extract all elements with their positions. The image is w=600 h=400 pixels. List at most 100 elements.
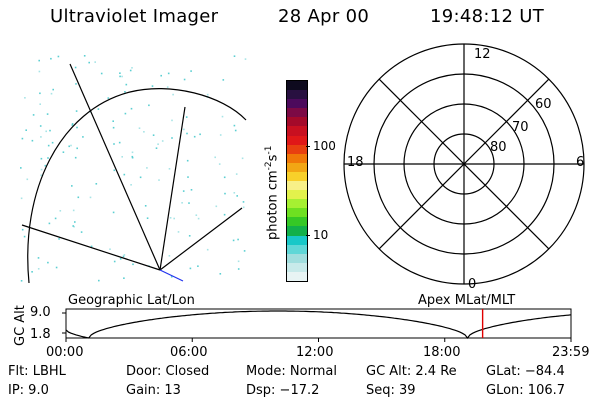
meridian-line-4 xyxy=(21,224,161,271)
image-speckle xyxy=(131,67,133,69)
image-speckle xyxy=(100,72,103,75)
image-speckle xyxy=(123,173,126,176)
image-speckle xyxy=(181,202,183,204)
image-speckle xyxy=(168,255,171,257)
image-speckle xyxy=(119,258,122,260)
mlat-label-80: 80 xyxy=(490,140,507,155)
image-speckle xyxy=(218,163,221,165)
altitude-curve xyxy=(65,310,572,339)
image-speckle xyxy=(144,205,147,207)
image-speckle xyxy=(25,129,27,131)
image-speckle xyxy=(222,79,225,81)
image-speckle xyxy=(158,179,160,181)
mlat-label-60: 60 xyxy=(535,97,552,112)
image-speckle xyxy=(109,248,111,250)
colorbar-segment xyxy=(287,235,307,245)
image-speckle xyxy=(131,156,134,159)
image-speckle xyxy=(95,183,98,185)
image-speckle xyxy=(160,74,162,77)
image-speckle xyxy=(46,113,49,115)
image-speckle xyxy=(39,125,42,127)
image-speckle xyxy=(113,143,115,145)
image-speckle xyxy=(47,261,49,264)
image-speckle xyxy=(125,83,128,86)
image-speckle xyxy=(55,266,58,269)
image-speckle xyxy=(123,277,125,279)
image-speckles xyxy=(20,55,247,282)
image-speckle xyxy=(76,126,78,129)
image-speckle xyxy=(50,92,53,95)
image-speckle xyxy=(138,127,141,129)
image-speckle xyxy=(124,112,127,115)
image-speckle xyxy=(57,55,60,58)
image-speckle xyxy=(143,131,145,133)
timeline-right-label: Apex MLat/MLT xyxy=(418,293,516,308)
image-speckle xyxy=(112,211,115,214)
image-speckle xyxy=(73,225,75,228)
image-speckle xyxy=(188,235,191,237)
seq-readout: Seq: 39 xyxy=(366,383,416,398)
timeline-frame xyxy=(65,308,572,339)
image-speckle xyxy=(74,221,76,223)
door-readout: Door: Closed xyxy=(126,364,210,379)
image-speckle xyxy=(21,137,24,140)
image-speckle xyxy=(77,196,80,199)
image-speckle xyxy=(130,184,132,186)
image-speckle xyxy=(132,263,134,266)
image-speckle xyxy=(173,217,175,220)
image-speckle xyxy=(121,75,123,78)
image-speckle xyxy=(68,145,70,148)
image-speckle xyxy=(169,217,172,219)
image-speckle xyxy=(157,143,159,145)
filter-readout: Flt: LBHL xyxy=(8,364,66,379)
image-speckle xyxy=(62,151,65,153)
colorbar-segment xyxy=(287,135,307,145)
image-speckle xyxy=(236,195,238,197)
image-speckle xyxy=(82,136,84,138)
image-speckle xyxy=(51,141,54,144)
colorbar-segment xyxy=(287,108,307,118)
image-speckle xyxy=(21,228,24,231)
image-speckle xyxy=(59,210,62,212)
colorbar-tick-label-10: 10 xyxy=(313,228,329,242)
image-speckle xyxy=(139,176,142,179)
image-speckle xyxy=(195,214,198,216)
image-speckle xyxy=(75,83,77,85)
image-speckle xyxy=(50,57,52,60)
time-label: 19:48:12 UT xyxy=(430,6,545,27)
image-speckle xyxy=(75,110,78,112)
mode-readout: Mode: Normal xyxy=(246,364,337,379)
image-speckle xyxy=(90,245,93,248)
image-speckle xyxy=(172,93,174,96)
meridian-line-3 xyxy=(159,207,243,271)
timeline-xtick-0000: 00:00 xyxy=(46,345,84,360)
image-speckle xyxy=(113,260,116,263)
image-speckle xyxy=(233,124,236,127)
image-speckle xyxy=(118,141,121,144)
image-speckle xyxy=(237,238,239,241)
image-speckle xyxy=(234,129,237,132)
image-speckle xyxy=(48,222,51,225)
image-speckle xyxy=(219,134,222,136)
image-speckle xyxy=(26,178,29,181)
colorbar-segment xyxy=(287,208,307,218)
image-speckle xyxy=(151,85,154,87)
image-speckle xyxy=(54,217,57,220)
image-speckle xyxy=(37,268,40,270)
colorbar-segment xyxy=(287,171,307,181)
image-speckle xyxy=(148,104,150,107)
image-speckle xyxy=(146,217,149,219)
mlat-label-70: 70 xyxy=(512,120,529,135)
image-speckle xyxy=(70,144,72,147)
colorbar-segment xyxy=(287,80,307,91)
image-speckle xyxy=(177,231,180,233)
image-speckle xyxy=(38,59,40,62)
image-speckle xyxy=(167,72,170,75)
image-speckle xyxy=(119,72,121,74)
image-speckle xyxy=(80,231,83,233)
image-speckle xyxy=(40,168,43,171)
image-speckle xyxy=(223,213,226,216)
image-speckle xyxy=(166,86,169,88)
image-speckle xyxy=(74,156,77,159)
